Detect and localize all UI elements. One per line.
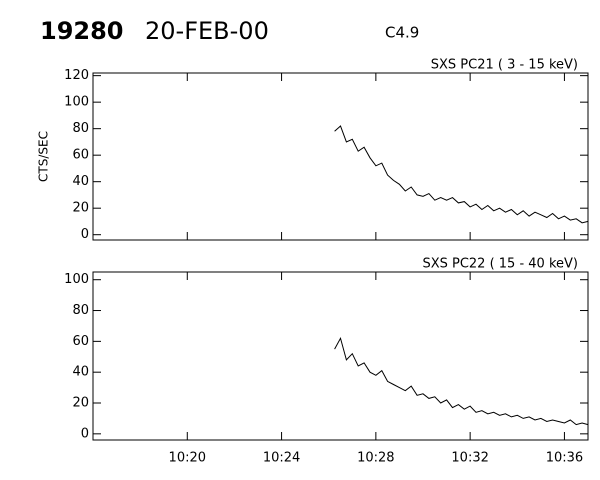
y-axis-label: CTS/SEC	[37, 131, 51, 182]
event-id: 19280	[40, 17, 124, 45]
x-tick-label: 10:28	[357, 451, 394, 466]
y-tick-label: 20	[72, 201, 89, 216]
panel-title: SXS PC21 ( 3 - 15 keV)	[431, 58, 578, 73]
y-tick-label: 20	[72, 396, 89, 411]
panel-title: SXS PC22 ( 15 - 40 keV)	[422, 257, 578, 272]
data-line	[334, 336, 589, 426]
y-tick-label: 80	[72, 121, 89, 136]
y-tick-label: 40	[72, 365, 89, 380]
plot-frame	[92, 271, 589, 441]
y-tick-label: 60	[72, 334, 89, 349]
y-tick-label: 60	[72, 148, 89, 163]
data-line	[334, 125, 589, 224]
x-tick-label: 10:36	[546, 451, 583, 466]
y-tick-label: 80	[72, 303, 89, 318]
event-date: 20-FEB-00	[145, 17, 269, 45]
y-tick-label: 0	[81, 426, 89, 441]
flare-class: C4.9	[385, 24, 419, 42]
x-tick-label: 10:32	[451, 451, 488, 466]
x-tick-label: 10:20	[169, 451, 206, 466]
x-tick-label: 10:24	[263, 451, 300, 466]
y-tick-label: 100	[64, 272, 89, 287]
y-tick-label: 120	[64, 68, 89, 83]
y-tick-label: 40	[72, 174, 89, 189]
plot-frame	[92, 72, 589, 241]
y-tick-label: 100	[64, 95, 89, 110]
y-tick-label: 0	[81, 227, 89, 242]
